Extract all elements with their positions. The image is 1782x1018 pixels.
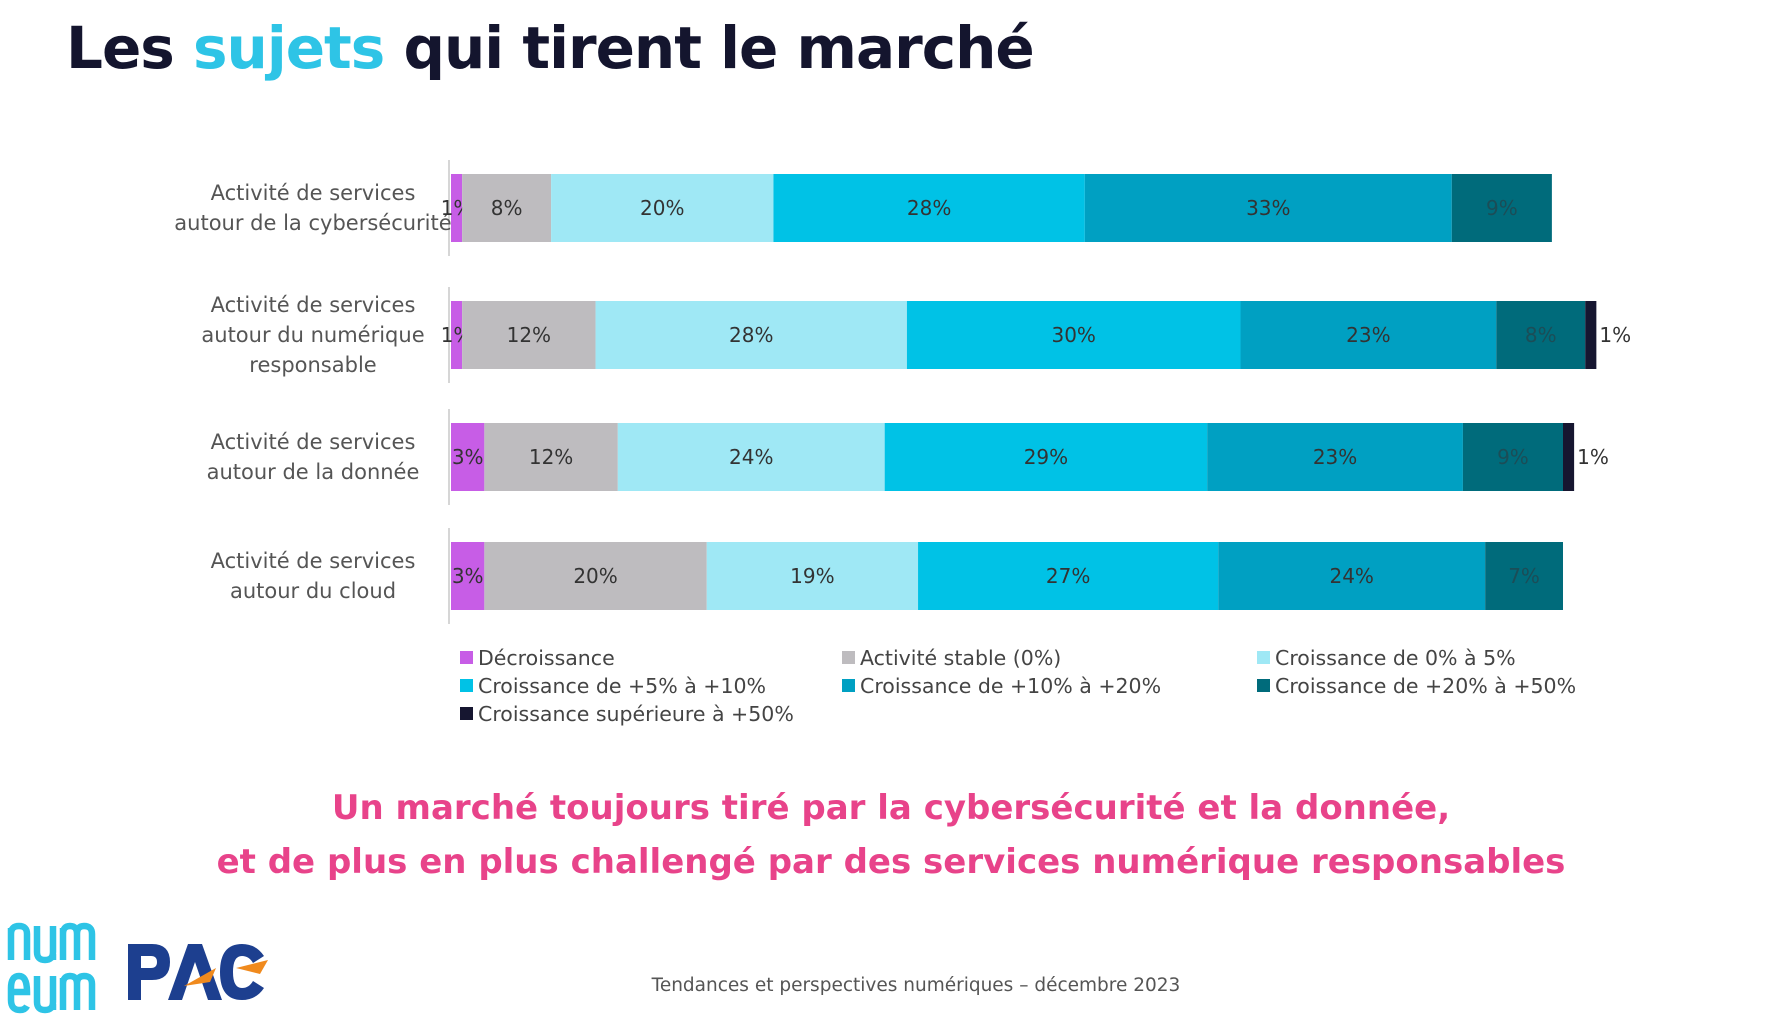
bar-segment-3-2 — [484, 423, 618, 491]
bar-segment-1-4 — [773, 174, 1085, 242]
data-label-3-1: 3% — [452, 445, 484, 469]
title-accent-word: sujets — [193, 14, 385, 82]
title-part-1: Les — [66, 14, 194, 82]
conclusion-line-1: Un marché toujours tiré par la cybersécu… — [331, 788, 1451, 828]
data-label-3-5: 23% — [1313, 445, 1357, 469]
category-label-2-line-3: responsable — [249, 353, 376, 377]
bar-segment-3-6 — [1462, 423, 1563, 491]
legend-label-1: Décroissance — [478, 646, 615, 670]
data-label-4-4: 27% — [1046, 564, 1090, 588]
category-label-4-line-2: autour du cloud — [230, 579, 396, 603]
data-label-3-3: 24% — [729, 445, 773, 469]
data-label-1-2: 8% — [491, 196, 523, 220]
bar-segment-2-5 — [1240, 301, 1497, 369]
bar-segment-2-1 — [451, 301, 463, 369]
data-label-1-4: 28% — [907, 196, 951, 220]
category-label-2-line-2: autour du numérique — [201, 323, 424, 347]
data-label-1-5: 33% — [1246, 196, 1290, 220]
pac-logo — [128, 944, 268, 1000]
bar-segment-3-7 — [1563, 423, 1575, 491]
data-label-1-6: 9% — [1486, 196, 1518, 220]
legend-swatch-1 — [460, 651, 473, 664]
legend-swatch-3 — [1257, 651, 1270, 664]
bar-segment-2-4 — [906, 301, 1241, 369]
bar-segment-2-3 — [595, 301, 907, 369]
legend-swatch-2 — [842, 651, 855, 664]
data-label-3-6: 9% — [1497, 445, 1529, 469]
footer-text: Tendances et perspectives numériques – d… — [651, 975, 1181, 996]
bar-segment-3-4 — [884, 423, 1208, 491]
data-label-3-7: 1% — [1577, 445, 1609, 469]
bar-segment-2-2 — [462, 301, 596, 369]
bar-segment-4-5 — [1218, 542, 1486, 610]
bar-segment-2-7 — [1585, 301, 1597, 369]
data-label-1-3: 20% — [640, 196, 684, 220]
title-part-2: qui tirent le marché — [384, 14, 1034, 82]
legend-swatch-5 — [842, 679, 855, 692]
bar-segment-2-6 — [1496, 301, 1586, 369]
legend-label-3: Croissance de 0% à 5% — [1275, 646, 1516, 670]
data-label-4-6: 7% — [1508, 564, 1540, 588]
data-label-2-4: 30% — [1051, 323, 1095, 347]
data-label-3-2: 12% — [529, 445, 573, 469]
stacked-bar-chart: Activité de services autour de la cybersé… — [174, 160, 1631, 726]
bar-segment-1-1 — [451, 174, 463, 242]
slide-title: Les sujets qui tirent le marché — [66, 14, 1035, 82]
bar-segment-3-1 — [451, 423, 485, 491]
data-label-2-5: 23% — [1346, 323, 1390, 347]
bar-segment-4-2 — [484, 542, 707, 610]
conclusion-line-2: et de plus en plus challengé par des ser… — [216, 842, 1566, 882]
category-label-3-line-2: autour de la donnée — [207, 460, 420, 484]
bar-segment-1-2 — [462, 174, 552, 242]
legend-swatch-6 — [1257, 679, 1270, 692]
data-label-4-2: 20% — [573, 564, 617, 588]
bar-segment-4-4 — [918, 542, 1219, 610]
data-label-4-5: 24% — [1329, 564, 1373, 588]
bar-segment-1-3 — [551, 174, 774, 242]
category-label-1-line-2: autour de la cybersécurité — [174, 211, 451, 235]
data-label-4-3: 19% — [790, 564, 834, 588]
data-label-2-6: 8% — [1525, 323, 1557, 347]
legend-swatch-7 — [460, 707, 473, 720]
category-label-1-line-1: Activité de services — [211, 181, 416, 205]
legend-label-7: Croissance supérieure à +50% — [478, 702, 794, 726]
bar-segment-4-3 — [706, 542, 919, 610]
bar-segment-4-6 — [1485, 542, 1563, 610]
legend-label-2: Activité stable (0%) — [860, 646, 1061, 670]
bar-segment-1-5 — [1084, 174, 1452, 242]
data-label-3-4: 29% — [1024, 445, 1068, 469]
legend-label-5: Croissance de +10% à +20% — [860, 674, 1161, 698]
data-label-2-2: 12% — [507, 323, 551, 347]
category-label-4-line-1: Activité de services — [211, 549, 416, 573]
category-label-3-line-1: Activité de services — [211, 430, 416, 454]
bar-segment-4-1 — [451, 542, 485, 610]
legend-label-6: Croissance de +20% à +50% — [1275, 674, 1576, 698]
data-label-2-3: 28% — [729, 323, 773, 347]
legend-label-4: Croissance de +5% à +10% — [478, 674, 766, 698]
data-label-2-7: 1% — [1599, 323, 1631, 347]
legend-swatch-4 — [460, 679, 473, 692]
data-label-4-1: 3% — [452, 564, 484, 588]
category-label-2-line-1: Activité de services — [211, 293, 416, 317]
bar-segment-1-6 — [1451, 174, 1552, 242]
bar-segment-3-3 — [617, 423, 885, 491]
numeum-logo — [7, 922, 96, 1014]
bar-segment-3-5 — [1207, 423, 1463, 491]
